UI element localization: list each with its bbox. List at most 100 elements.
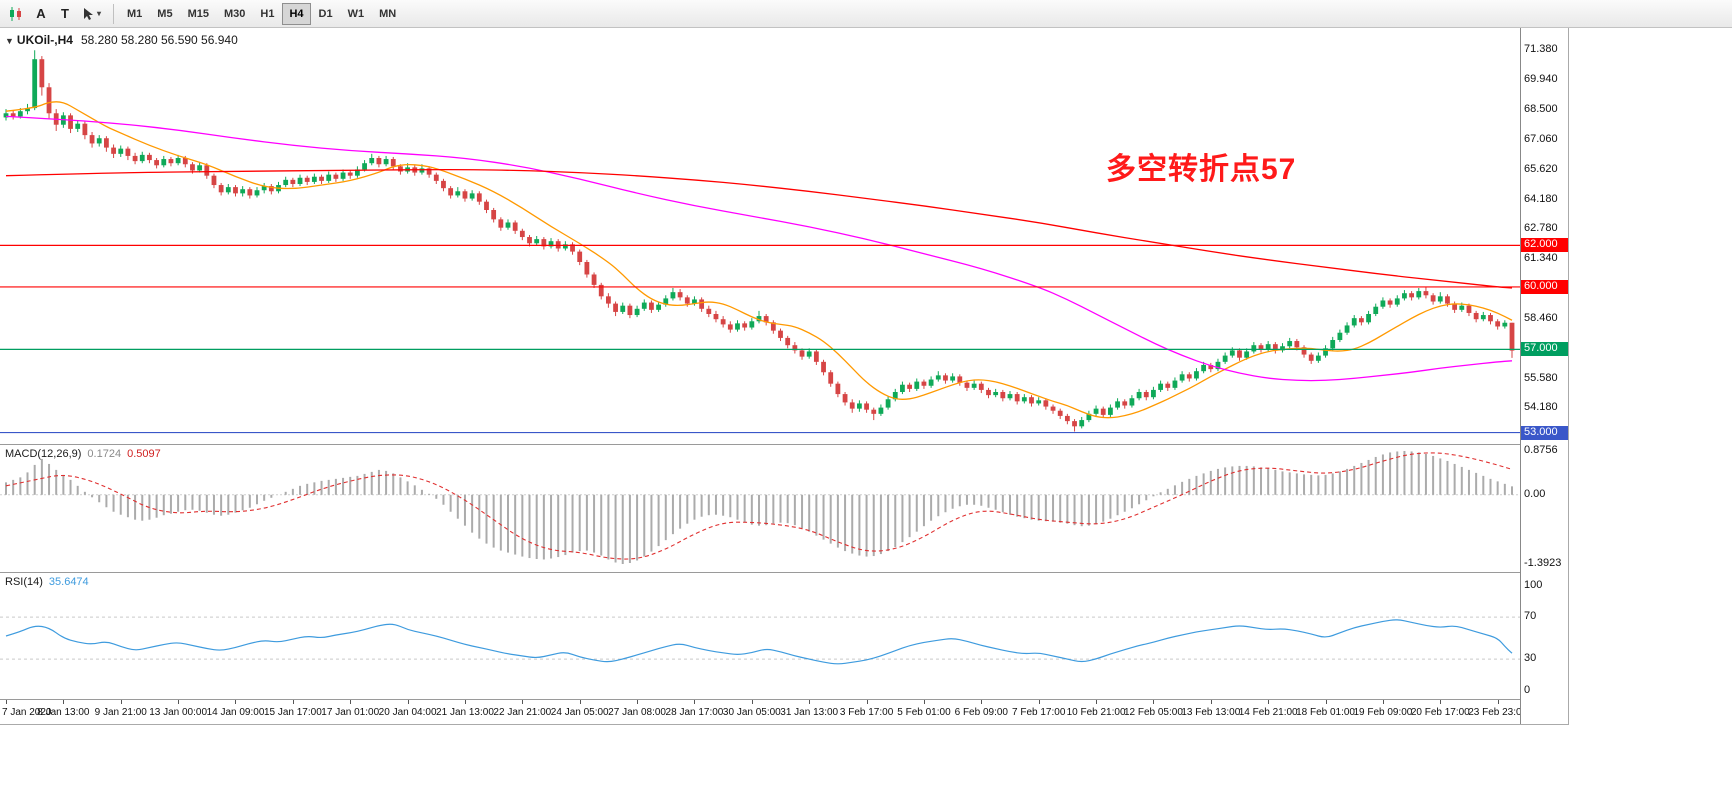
letter-t-icon: T [61,6,69,21]
macd-histogram [5,450,1513,565]
time-axis-label: 15 Jan 17:00 [263,707,322,718]
price-axis-label: 67.060 [1524,133,1558,146]
time-axis-label: 7 Feb 17:00 [1012,707,1066,718]
time-axis-label: 28 Jan 17:00 [665,707,724,718]
ohlc-values: 58.280 58.280 56.590 56.940 [80,33,238,47]
price-axis-label: 71.380 [1524,43,1558,56]
text-tool-button[interactable]: T [54,3,76,25]
time-axis-label: 3 Feb 17:00 [839,707,894,718]
cursor-arrow-icon [84,7,93,20]
time-axis-divider [0,699,1568,700]
time-axis-label: 20 Feb 17:00 [1410,707,1470,718]
time-axis-label: 23 Feb 23:00 [1468,707,1528,718]
price-axis-label: 61.340 [1524,252,1558,265]
price-axis-label: 54.180 [1524,401,1558,414]
time-axis-tick [350,700,352,704]
rsi-axis-label: 0 [1524,683,1531,696]
cursor-tool-button[interactable]: ▾ [78,3,105,25]
price-level-badge-60.000: 60.000 [1521,279,1568,294]
time-axis-tick [579,700,581,704]
candle-bodies [3,59,1515,427]
price-axis-label: 65.620 [1524,163,1558,176]
timeframe-button-h1[interactable]: H1 [253,3,281,25]
time-axis-label: 24 Jan 05:00 [550,707,609,718]
timeframe-button-mn[interactable]: MN [372,3,403,25]
rsi-axis-label: 100 [1524,578,1543,591]
time-axis-label: 14 Feb 21:00 [1238,707,1298,718]
panel-divider-macd[interactable] [0,444,1568,445]
chart-button[interactable] [4,3,28,25]
time-axis-tick [981,700,983,704]
time-axis-label: 10 Feb 21:00 [1066,707,1126,718]
price-axis-label: 64.180 [1524,193,1558,206]
panel-divider-rsi[interactable] [0,572,1568,573]
time-axis-tick [178,700,180,704]
time-axis-tick [464,700,466,704]
time-axis-tick [63,700,65,704]
time-axis-tick [407,700,409,704]
macd-signal-line [5,452,1513,560]
rsi-axis-label: 70 [1524,610,1537,623]
time-axis-tick [751,700,753,704]
time-axis-tick [1210,700,1212,704]
time-axis[interactable]: 7 Jan 2020 8 Jan 13:00 9 Jan 21:00 13 Jan 0… [0,700,1527,724]
time-axis-tick [923,700,925,704]
macd-indicator-canvas[interactable] [0,445,1520,572]
rsi-axis-label: 30 [1524,652,1537,665]
candle-wicks [5,50,1513,432]
macd-label: MACD(12,26,9) [5,448,82,460]
time-axis-label: 7 Jan 2020 [2,707,52,718]
time-axis-tick [866,700,868,704]
time-axis-tick [120,700,122,704]
timeframe-button-d1[interactable]: D1 [312,3,340,25]
time-axis-label: 17 Jan 01:00 [321,707,380,718]
time-axis-tick [292,700,294,704]
time-axis-label: 21 Jan 13:00 [436,707,494,718]
letter-a-icon: A [36,6,46,21]
rsi-indicator-canvas[interactable] [0,573,1520,699]
macd-signal-value: 0.5097 [127,448,161,460]
time-axis-label: 30 Jan 05:00 [722,707,781,718]
timeframe-button-m5[interactable]: M5 [150,3,179,25]
cursor-dropdown-arrow-icon: ▾ [97,9,102,18]
price-level-badge-57.000: 57.000 [1521,342,1568,357]
time-axis-tick [1382,700,1384,704]
rsi-label: RSI(14) [5,576,43,588]
price-level-badge-62.000: 62.000 [1521,238,1568,253]
time-axis-tick [809,700,811,704]
toolbar: A T ▾ M1 M5 M15 M30 H1 H4 D1 W1 MN [0,0,1732,28]
time-axis-label: 14 Jan 09:00 [206,707,265,718]
price-chart-canvas[interactable] [0,28,1520,444]
symbol-period-label: UKOil-,H4 [16,33,73,47]
ma-slow-red-line [5,169,1513,289]
macd-axis-label: 0.8756 [1524,444,1558,457]
time-axis-tick [1153,700,1155,704]
timeframe-button-m1[interactable]: M1 [120,3,149,25]
font-a-button[interactable]: A [30,3,52,25]
macd-header: MACD(12,26,9) 0.1724 0.5097 [5,448,161,460]
rsi-header: RSI(14) 35.6474 [5,576,89,588]
time-axis-tick [6,700,7,704]
price-axis-label: 55.580 [1524,371,1558,384]
time-axis-tick [1096,700,1098,704]
time-axis-label: 20 Jan 04:00 [378,707,437,718]
price-axis-label: 69.940 [1524,73,1558,86]
timeframe-button-w1[interactable]: W1 [341,3,372,25]
ma-fast-orange-line [5,101,1513,419]
timeframe-button-h4[interactable]: H4 [282,2,311,25]
timeframe-button-m30[interactable]: M30 [217,3,252,25]
candlestick-chart-icon [10,6,21,21]
time-axis-tick [1325,700,1327,704]
time-axis-tick [1038,700,1040,704]
time-axis-label: 13 Feb 13:00 [1181,707,1241,718]
time-axis-label: 31 Jan 13:00 [780,707,839,718]
price-level-badge-53.000: 53.000 [1521,425,1568,440]
timeframe-toolbar: M1 M5 M15 M30 H1 H4 D1 W1 MN [120,2,404,25]
macd-axis-label: -1.3923 [1524,557,1562,570]
macd-axis-label: 0.00 [1524,487,1546,500]
price-axis[interactable]: 71.380 69.940 68.500 67.060 65.620 64.180 62.7… [1520,28,1568,724]
time-axis-label: 8 Jan 13:00 [37,707,90,718]
timeframe-button-m15[interactable]: M15 [181,3,216,25]
time-axis-label: 9 Jan 21:00 [94,707,147,718]
